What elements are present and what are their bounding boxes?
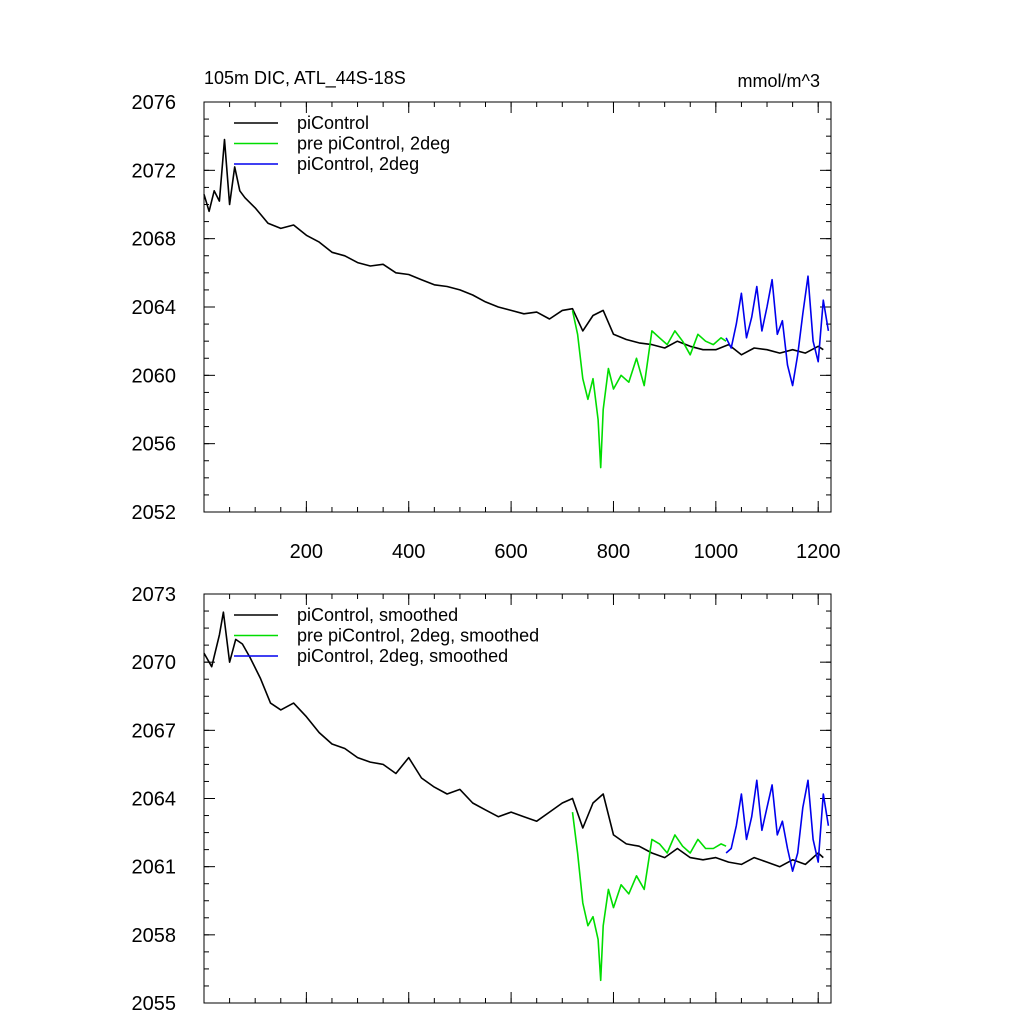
y-tick-label: 2070 [132,652,177,674]
y-tick-label: 2067 [132,720,177,742]
bottom-panel: 2055 2058 2061 2064 2067 2070 2073 piControl, s… [132,584,832,1015]
x-tick-label: 800 [597,541,630,563]
series-line-2 [725,275,830,387]
series-line-1 [571,310,727,469]
x-tick-label: 200 [290,541,323,563]
legend-label: piControl, 2deg, smoothed [297,646,508,666]
y-tick-label: 2064 [132,297,177,319]
y-tick-label: 2068 [132,229,177,251]
y-tick-label: 2058 [132,925,177,947]
y-tick-label: 2073 [132,584,177,606]
legend-label: piControl, 2deg [297,154,419,174]
y-tick-label: 2072 [132,160,177,182]
legend-label: piControl, smoothed [297,605,458,625]
y-tick-label: 2055 [132,993,177,1015]
series-line-1 [571,812,727,982]
x-tick-label: 1000 [694,541,739,563]
chart-title: 105m DIC, ATL_44S-18S [204,68,406,89]
chart-units: mmol/m^3 [738,71,820,91]
top-panel: 2052 2056 2060 2064 2068 2072 2076 200 400 600 800… [132,92,841,563]
x-tick-label: 1200 [796,541,841,563]
y-tick-label: 2064 [132,789,177,811]
x-tick-label: 600 [494,541,527,563]
y-tick-label: 2076 [132,92,177,114]
series-line-0 [203,138,824,356]
y-tick-label: 2052 [132,502,177,524]
series-line-0 [203,611,824,868]
y-tick-label: 2056 [132,434,177,456]
x-tick-label: 400 [392,541,425,563]
y-tick-label: 2061 [132,857,177,879]
legend-label: piControl [297,113,369,133]
y-tick-label: 2060 [132,365,177,387]
legend-label: pre piControl, 2deg [297,134,450,154]
series-line-2 [725,779,830,873]
legend-label: pre piControl, 2deg, smoothed [297,626,539,646]
